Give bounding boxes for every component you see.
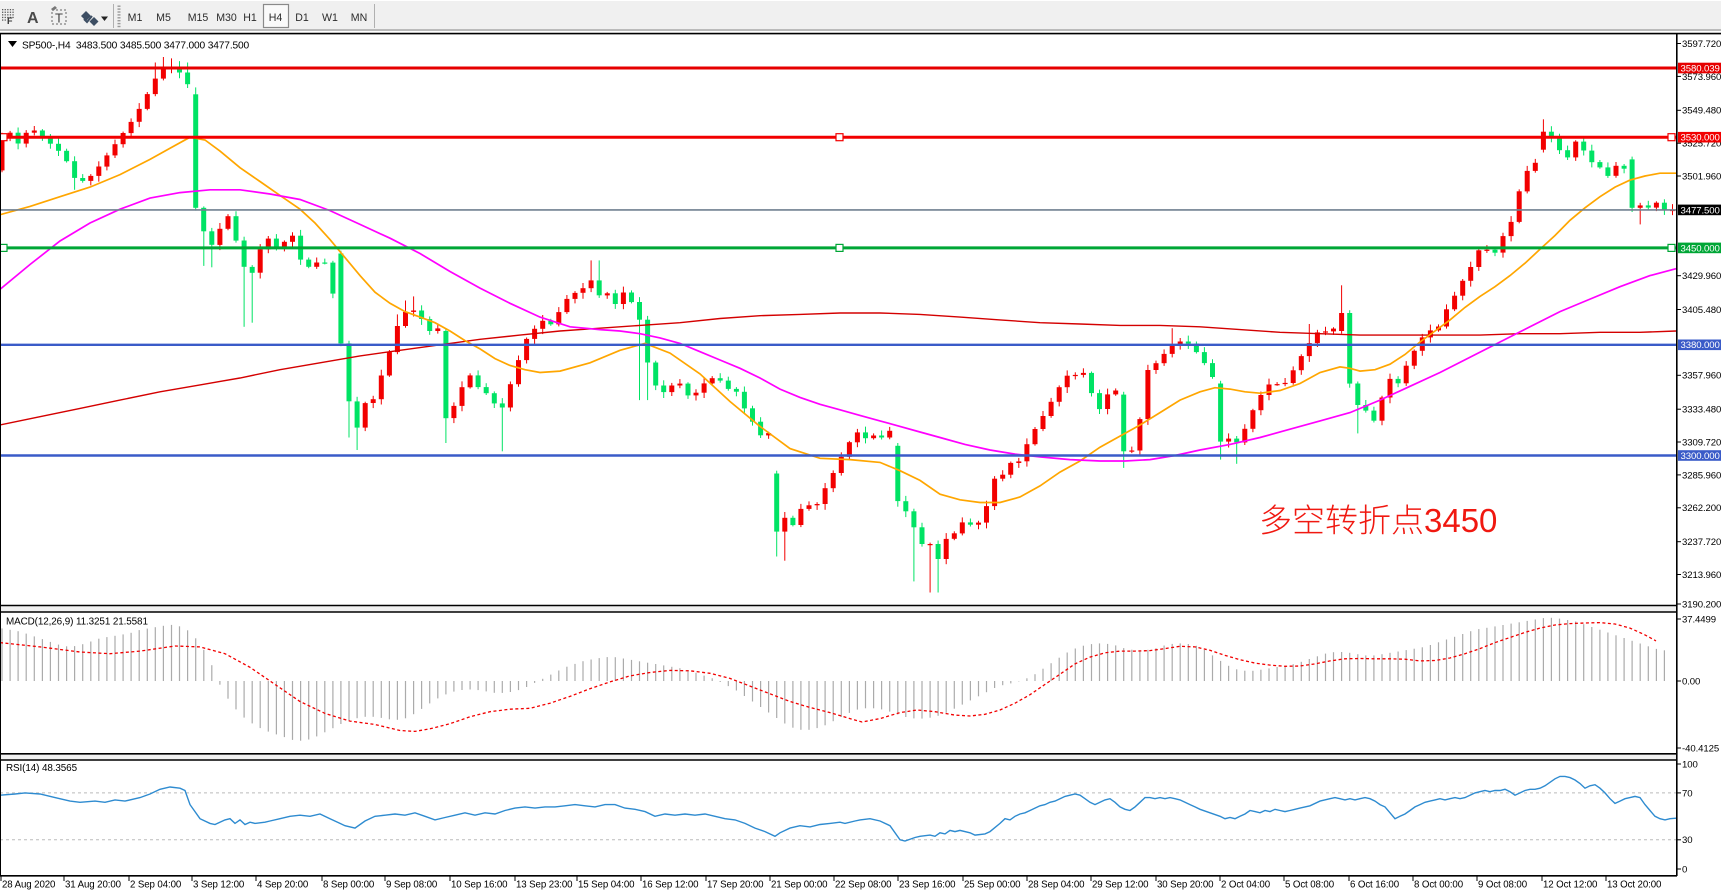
svg-text:30: 30 — [1682, 835, 1692, 846]
svg-text:SP500-,H4 3483.500 3485.500 3: SP500-,H4 3483.500 3485.500 3477.000 347… — [22, 41, 250, 52]
svg-text:3549.480: 3549.480 — [1682, 106, 1721, 117]
svg-text:-40.4125: -40.4125 — [1682, 743, 1719, 754]
svg-text:3357.960: 3357.960 — [1682, 371, 1721, 382]
svg-text:28 Aug 2020: 28 Aug 2020 — [2, 880, 56, 891]
svg-text:MACD(12,26,9) 11.3251 21.5581: MACD(12,26,9) 11.3251 21.5581 — [6, 617, 148, 628]
svg-text:3190.200: 3190.200 — [1682, 599, 1721, 610]
svg-text:3309.720: 3309.720 — [1682, 437, 1721, 448]
svg-text:5 Oct 08:00: 5 Oct 08:00 — [1285, 880, 1335, 891]
svg-text:0.00: 0.00 — [1682, 676, 1700, 687]
svg-text:3501.960: 3501.960 — [1682, 171, 1721, 182]
svg-text:3380.000: 3380.000 — [1681, 340, 1720, 351]
svg-text:9 Sep 08:00: 9 Sep 08:00 — [386, 880, 438, 891]
svg-text:13 Sep 23:00: 13 Sep 23:00 — [516, 880, 573, 891]
svg-text:2 Sep 04:00: 2 Sep 04:00 — [130, 880, 182, 891]
svg-text:15 Sep 04:00: 15 Sep 04:00 — [578, 880, 635, 891]
svg-text:H4: H4 — [269, 12, 283, 24]
svg-text:37.4499: 37.4499 — [1682, 614, 1716, 625]
svg-text:31 Aug 20:00: 31 Aug 20:00 — [65, 880, 122, 891]
svg-text:3477.500: 3477.500 — [1681, 205, 1720, 216]
svg-text:3573.960: 3573.960 — [1682, 72, 1721, 83]
svg-text:0: 0 — [1682, 864, 1687, 875]
svg-text:22 Sep 08:00: 22 Sep 08:00 — [835, 880, 892, 891]
svg-text:9 Oct 08:00: 9 Oct 08:00 — [1478, 880, 1528, 891]
svg-text:3237.720: 3237.720 — [1682, 537, 1721, 548]
svg-text:16 Sep 12:00: 16 Sep 12:00 — [642, 880, 699, 891]
svg-text:6 Oct 16:00: 6 Oct 16:00 — [1350, 880, 1400, 891]
svg-text:3262.200: 3262.200 — [1682, 503, 1721, 514]
svg-text:3450.000: 3450.000 — [1681, 243, 1720, 254]
svg-text:3429.960: 3429.960 — [1682, 271, 1721, 282]
svg-text:M15: M15 — [188, 12, 209, 24]
svg-text:21 Sep 00:00: 21 Sep 00:00 — [771, 880, 828, 891]
svg-text:28 Sep 04:00: 28 Sep 04:00 — [1028, 880, 1085, 891]
svg-text:25 Sep 00:00: 25 Sep 00:00 — [964, 880, 1021, 891]
svg-text:M1: M1 — [128, 12, 143, 24]
svg-text:3213.960: 3213.960 — [1682, 570, 1721, 581]
svg-text:3580.039: 3580.039 — [1681, 63, 1720, 74]
svg-text:3300.000: 3300.000 — [1681, 451, 1720, 462]
svg-text:29 Sep 12:00: 29 Sep 12:00 — [1092, 880, 1149, 891]
svg-text:3405.480: 3405.480 — [1682, 305, 1721, 316]
svg-text:10 Sep 16:00: 10 Sep 16:00 — [451, 880, 508, 891]
svg-text:M30: M30 — [216, 12, 237, 24]
svg-text:3530.000: 3530.000 — [1681, 133, 1720, 144]
svg-text:H1: H1 — [243, 12, 257, 24]
svg-text:30 Sep 20:00: 30 Sep 20:00 — [1157, 880, 1214, 891]
svg-text:23 Sep 16:00: 23 Sep 16:00 — [899, 880, 956, 891]
svg-text:3597.720: 3597.720 — [1682, 39, 1721, 50]
svg-text:T: T — [55, 11, 63, 26]
svg-text:3285.960: 3285.960 — [1682, 470, 1721, 481]
svg-text:17 Sep 20:00: 17 Sep 20:00 — [707, 880, 764, 891]
svg-text:3333.480: 3333.480 — [1682, 405, 1721, 416]
svg-text:8 Sep 00:00: 8 Sep 00:00 — [323, 880, 375, 891]
svg-text:RSI(14) 48.3565: RSI(14) 48.3565 — [6, 763, 78, 774]
svg-text:MN: MN — [351, 12, 367, 24]
svg-text:12 Oct 12:00: 12 Oct 12:00 — [1543, 880, 1598, 891]
svg-text:4 Sep 20:00: 4 Sep 20:00 — [257, 880, 309, 891]
svg-text:3525.720: 3525.720 — [1682, 139, 1721, 150]
svg-text:3 Sep 12:00: 3 Sep 12:00 — [193, 880, 245, 891]
svg-text:M5: M5 — [156, 12, 171, 24]
svg-text:70: 70 — [1682, 788, 1692, 799]
svg-text:A: A — [27, 10, 39, 27]
svg-text:3450: 3450 — [1424, 502, 1497, 539]
svg-text:W1: W1 — [322, 12, 338, 24]
svg-text:D1: D1 — [295, 12, 309, 24]
svg-text:8 Oct 00:00: 8 Oct 00:00 — [1414, 880, 1464, 891]
svg-text:13 Oct 20:00: 13 Oct 20:00 — [1607, 880, 1662, 891]
svg-text:F: F — [7, 16, 13, 26]
svg-text:100: 100 — [1682, 759, 1698, 770]
svg-text:2 Oct 04:00: 2 Oct 04:00 — [1221, 880, 1271, 891]
